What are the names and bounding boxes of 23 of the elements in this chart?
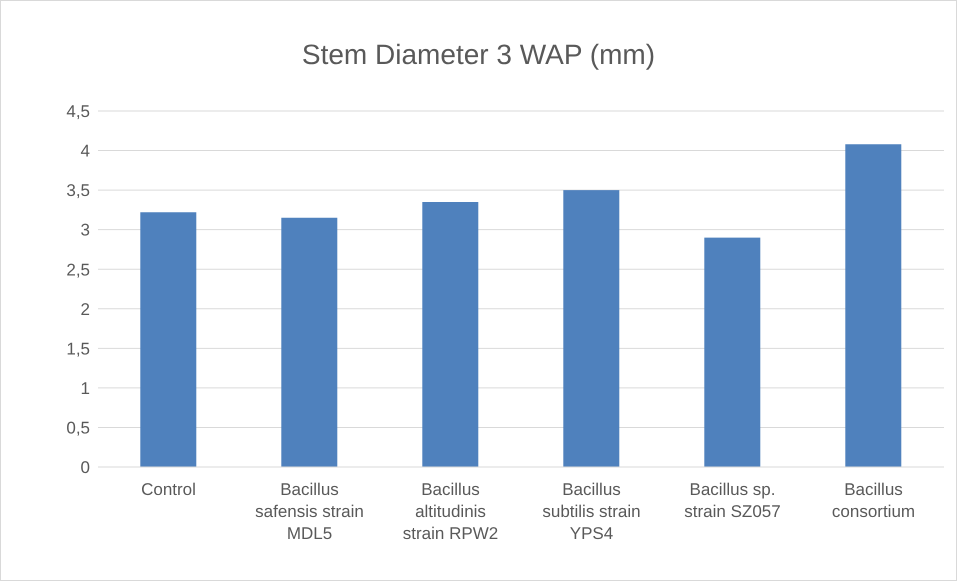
y-tick-label: 2,5	[66, 260, 90, 280]
bar	[281, 218, 338, 467]
x-tick-label: Bacillus sp. strain SZ057	[684, 480, 781, 521]
x-tick-label: Control	[141, 480, 196, 499]
bar	[704, 238, 760, 467]
x-tick-label: Bacillus subtilis strain YPS4	[542, 480, 641, 543]
y-tick-label: 1	[80, 378, 90, 398]
y-tick-label: 0	[80, 458, 90, 478]
y-tick-label: 3,5	[66, 181, 90, 200]
y-tick-label: 1,5	[66, 339, 90, 358]
x-tick-label: Bacillus consortium	[832, 480, 916, 521]
y-tick-label: 0,5	[66, 418, 90, 438]
chart-title: Stem Diameter 3 WAP (mm)	[300, 39, 656, 71]
x-tick-label: Bacillus altitudinis strain RPW2	[402, 480, 498, 543]
y-tick-label: 4,5	[66, 102, 90, 122]
x-tick-label: Bacillus safensis strain MDL5	[255, 480, 364, 543]
bar	[563, 190, 620, 467]
bar	[422, 202, 478, 467]
y-tick-label: 2	[80, 300, 90, 319]
y-tick-label: 3	[80, 220, 90, 240]
bar	[845, 144, 902, 467]
bar	[140, 212, 196, 467]
y-tick-label: 4	[80, 142, 90, 161]
